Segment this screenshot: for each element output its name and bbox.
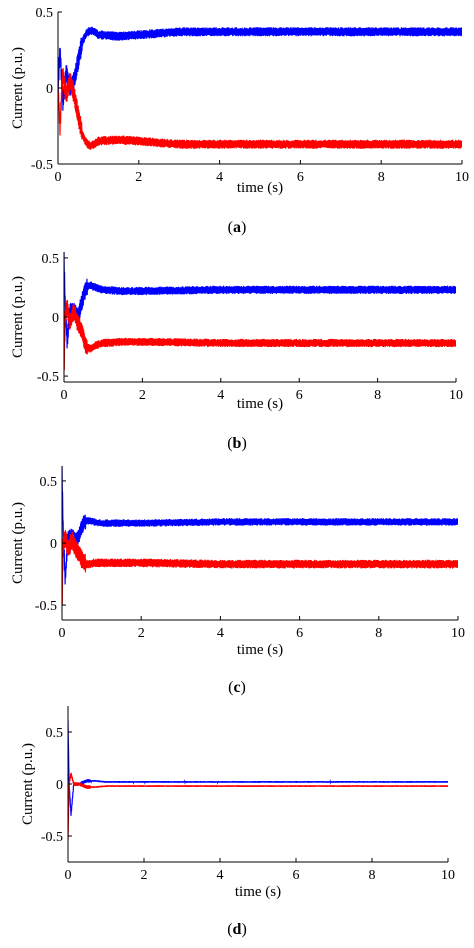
x-tick-label: 2 xyxy=(141,868,148,883)
x-tick-label: 0 xyxy=(65,868,72,883)
series-line-1 xyxy=(58,26,462,111)
y-tick-label: 0 xyxy=(56,778,63,793)
series-line-1 xyxy=(64,252,456,349)
caption-open: ( xyxy=(228,679,233,696)
y-tick-label: 0 xyxy=(50,537,57,552)
x-tick-label: 8 xyxy=(369,868,376,883)
x-tick-label: 0 xyxy=(55,170,62,185)
caption-letter: a xyxy=(233,219,241,236)
x-tick-label: 10 xyxy=(451,626,465,641)
series-line-2 xyxy=(64,299,456,371)
y-axis-title: Current (p.u.) xyxy=(10,276,26,358)
y-axis-title: Current (p.u.) xyxy=(10,502,26,584)
y-tick-label: 0.5 xyxy=(46,726,64,741)
panel-caption: (b) xyxy=(227,435,247,452)
x-tick-label: 6 xyxy=(297,170,304,185)
series-line-1 xyxy=(68,720,448,816)
x-tick-label: 10 xyxy=(449,388,463,403)
x-tick-label: 0 xyxy=(59,626,66,641)
x-tick-label: 2 xyxy=(139,388,146,403)
x-tick-label: 2 xyxy=(135,170,142,185)
caption-close: ) xyxy=(241,679,246,696)
panel-caption: (c) xyxy=(228,679,246,696)
chart-panel-d: 0 2 4 6 8 10 -0.5 0 0.5 time (s) Current (p.u.) (d) xyxy=(20,706,455,938)
caption-close: ) xyxy=(241,219,246,236)
x-axis-title: time (s) xyxy=(237,396,283,412)
y-axis-title: Current (p.u.) xyxy=(20,743,36,825)
x-axis-title: time (s) xyxy=(237,180,283,196)
panel-caption: (a) xyxy=(228,219,247,236)
x-tick-label: 10 xyxy=(441,868,455,883)
x-tick-label: 8 xyxy=(374,388,381,403)
y-tick-label: 0.5 xyxy=(36,6,54,21)
x-tick-label: 8 xyxy=(375,626,382,641)
caption-close: ) xyxy=(241,435,246,452)
x-tick-label: 8 xyxy=(378,170,385,185)
y-tick-label: -0.5 xyxy=(41,830,63,845)
y-tick-label: -0.5 xyxy=(31,158,53,173)
x-axis-title: time (s) xyxy=(237,642,283,658)
x-tick-label: 0 xyxy=(61,388,68,403)
y-axis-title: Current (p.u.) xyxy=(10,47,26,129)
y-tick-label: 0 xyxy=(52,311,59,326)
series-line-1 xyxy=(62,466,458,585)
series-line-2 xyxy=(68,772,448,840)
x-tick-label: 4 xyxy=(217,626,224,641)
series-line-2 xyxy=(62,530,458,606)
x-tick-label: 6 xyxy=(293,868,300,883)
series-line-2 xyxy=(58,68,462,150)
x-tick-label: 4 xyxy=(217,388,224,403)
x-tick-label: 10 xyxy=(455,170,469,185)
caption-open: ( xyxy=(227,435,232,452)
caption-open: ( xyxy=(227,921,232,938)
panel-caption: (d) xyxy=(227,921,247,938)
x-tick-label: 4 xyxy=(216,170,223,185)
x-axis-title: time (s) xyxy=(235,884,281,900)
x-tick-label: 4 xyxy=(217,868,224,883)
y-tick-label: -0.5 xyxy=(35,599,57,614)
y-tick-label: -0.5 xyxy=(37,370,59,385)
x-tick-label: 6 xyxy=(296,626,303,641)
y-tick-label: 0.5 xyxy=(42,252,60,267)
y-tick-label: 0 xyxy=(46,82,53,97)
x-tick-label: 2 xyxy=(138,626,145,641)
caption-letter: d xyxy=(233,921,242,938)
caption-letter: c xyxy=(233,679,240,696)
caption-letter: b xyxy=(233,435,242,452)
caption-close: ) xyxy=(241,921,246,938)
x-tick-label: 6 xyxy=(296,388,303,403)
caption-open: ( xyxy=(228,219,233,236)
y-tick-label: 0.5 xyxy=(40,475,58,490)
